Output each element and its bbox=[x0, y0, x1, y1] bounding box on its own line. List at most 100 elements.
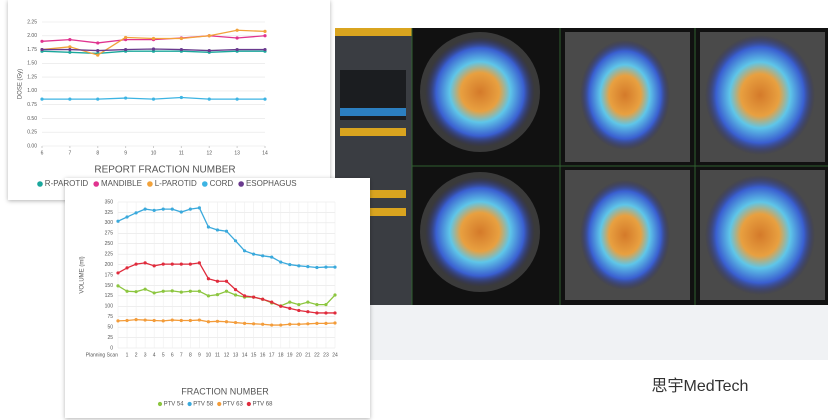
panel-borders bbox=[411, 28, 828, 305]
x-tick-label: 13 bbox=[233, 352, 239, 358]
point bbox=[96, 49, 100, 53]
point bbox=[297, 264, 301, 268]
y-tick-label: 0.75 bbox=[27, 102, 37, 108]
x-tick-label: 21 bbox=[305, 352, 311, 358]
panel-row[interactable] bbox=[340, 208, 406, 216]
point bbox=[125, 289, 129, 293]
point bbox=[206, 294, 211, 298]
point bbox=[252, 322, 256, 326]
point bbox=[68, 97, 72, 101]
point bbox=[116, 219, 120, 223]
point bbox=[96, 41, 100, 45]
point bbox=[188, 262, 192, 266]
point bbox=[207, 97, 211, 101]
point bbox=[306, 310, 310, 314]
y-tick-label: 200 bbox=[105, 262, 114, 268]
point bbox=[235, 28, 239, 32]
y-tick-label: 250 bbox=[105, 241, 114, 247]
legend-label: CORD bbox=[210, 179, 234, 188]
y-tick-label: 350 bbox=[105, 199, 114, 205]
x-tick-label: 5 bbox=[162, 352, 165, 358]
point bbox=[324, 303, 328, 307]
x-tick-label: 17 bbox=[269, 352, 275, 358]
x-tick-label: 11 bbox=[215, 352, 220, 358]
point bbox=[315, 311, 319, 315]
legend-swatch bbox=[246, 401, 251, 407]
point bbox=[179, 262, 183, 266]
point bbox=[215, 228, 220, 232]
panel-header bbox=[335, 28, 412, 36]
point bbox=[206, 320, 211, 324]
panel-row[interactable] bbox=[340, 190, 406, 198]
point bbox=[288, 300, 292, 304]
point bbox=[68, 45, 72, 49]
legend-label: L-PAROTID bbox=[155, 179, 197, 188]
y-tick-label: 275 bbox=[105, 231, 114, 237]
x-tick-label: 8 bbox=[96, 150, 99, 156]
y-axis-label: VOLUME (ml) bbox=[80, 256, 86, 293]
point bbox=[134, 211, 138, 215]
point bbox=[152, 264, 156, 268]
y-tick-label: 0.50 bbox=[27, 116, 37, 122]
y-tick-label: 0.00 bbox=[27, 143, 37, 149]
x-tick-label: 11 bbox=[179, 150, 184, 156]
point bbox=[263, 29, 267, 33]
point bbox=[143, 207, 147, 211]
point bbox=[179, 318, 183, 323]
point bbox=[116, 284, 120, 288]
legend-label: PTV 68 bbox=[252, 402, 273, 408]
point bbox=[324, 265, 328, 269]
point bbox=[233, 239, 238, 243]
viewer-reflection bbox=[335, 305, 828, 360]
x-tick-label: 16 bbox=[260, 352, 266, 358]
point bbox=[324, 321, 328, 325]
point bbox=[170, 289, 174, 293]
point bbox=[270, 255, 274, 259]
panel-slider[interactable] bbox=[340, 108, 406, 116]
point bbox=[235, 36, 239, 40]
point bbox=[151, 47, 156, 51]
point bbox=[134, 318, 138, 322]
point bbox=[134, 262, 138, 266]
legend-label: ESOPHAGUS bbox=[246, 179, 297, 188]
legend-label: PTV 54 bbox=[164, 402, 185, 408]
point bbox=[152, 208, 156, 212]
point bbox=[151, 36, 156, 41]
x-tick-label: 6 bbox=[171, 352, 174, 358]
point bbox=[315, 265, 319, 270]
point bbox=[179, 95, 183, 100]
panel-row[interactable] bbox=[340, 128, 406, 136]
point bbox=[306, 265, 310, 269]
x-tick-label: 20 bbox=[296, 352, 302, 358]
y-tick-label: 0 bbox=[110, 345, 113, 351]
point bbox=[288, 262, 292, 267]
legend-swatch bbox=[37, 181, 43, 187]
point bbox=[170, 262, 174, 266]
legend-label: PTV 58 bbox=[193, 402, 214, 408]
y-tick-label: 325 bbox=[105, 210, 114, 216]
point bbox=[279, 304, 283, 308]
y-tick-label: 300 bbox=[105, 220, 114, 226]
point bbox=[96, 97, 100, 101]
point bbox=[252, 252, 256, 256]
point bbox=[297, 308, 301, 313]
point bbox=[125, 215, 129, 219]
point bbox=[224, 279, 229, 283]
point bbox=[215, 279, 220, 283]
x-tick-label: 9 bbox=[124, 150, 127, 156]
point bbox=[333, 293, 337, 297]
point bbox=[261, 297, 265, 301]
point bbox=[224, 320, 229, 324]
x-tick-label: 18 bbox=[278, 352, 284, 358]
point bbox=[333, 265, 337, 269]
x-tick-label: 2 bbox=[135, 352, 138, 358]
x-tick-label: Planning Scan bbox=[86, 352, 118, 358]
point bbox=[151, 49, 156, 53]
point bbox=[125, 266, 129, 270]
point bbox=[197, 318, 201, 322]
x-tick-label: 10 bbox=[206, 352, 212, 358]
x-tick-label: 19 bbox=[287, 352, 293, 358]
point bbox=[40, 47, 44, 52]
